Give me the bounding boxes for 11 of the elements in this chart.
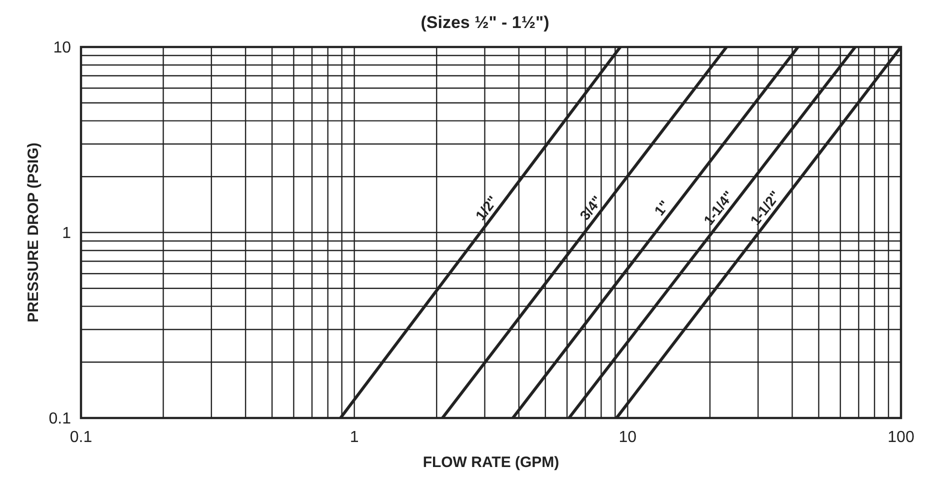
y-tick-label: 1 — [62, 225, 72, 242]
x-tick-label: 100 — [888, 429, 914, 446]
chart-title: (Sizes ½" - 1½") — [420, 13, 550, 32]
x-tick-label: 10 — [618, 429, 637, 446]
x-tick-label: 1 — [350, 429, 359, 446]
y-tick-label: 10 — [53, 40, 72, 57]
x-axis-title: FLOW RATE (GPM) — [422, 454, 560, 471]
y-tick-label: 0.1 — [48, 410, 72, 428]
y-axis-title: PRESSURE DROP (PSIG) — [25, 142, 42, 322]
text: 1" — [651, 197, 672, 218]
x-tick-label: 0.1 — [70, 429, 92, 446]
